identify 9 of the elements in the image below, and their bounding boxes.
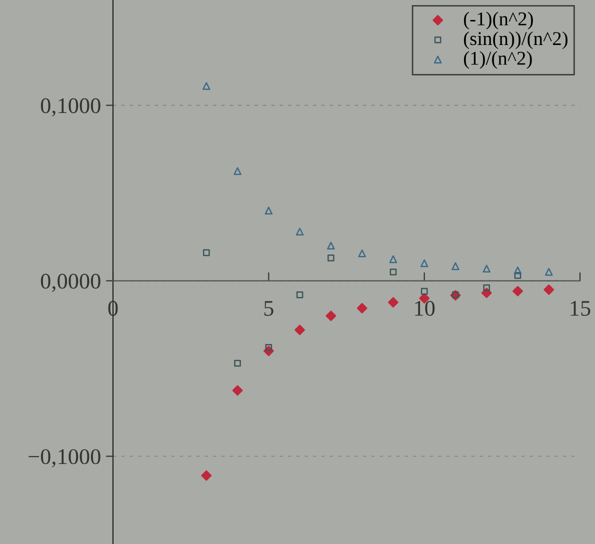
- legend-label: (1)/(n^2): [464, 51, 532, 69]
- x-tick-label: 15: [570, 300, 590, 316]
- y-tick-label: 0,1000: [40, 98, 100, 116]
- x-tick-label: 5: [264, 301, 274, 316]
- legend-label: (-1)(n^2): [464, 12, 533, 30]
- y-tick-label: −0,1000: [28, 449, 100, 468]
- y-tick-label: 0,0000: [40, 274, 100, 292]
- legend-label: (sin(n))/(n^2): [464, 31, 568, 50]
- x-tick-label: 10: [415, 300, 435, 316]
